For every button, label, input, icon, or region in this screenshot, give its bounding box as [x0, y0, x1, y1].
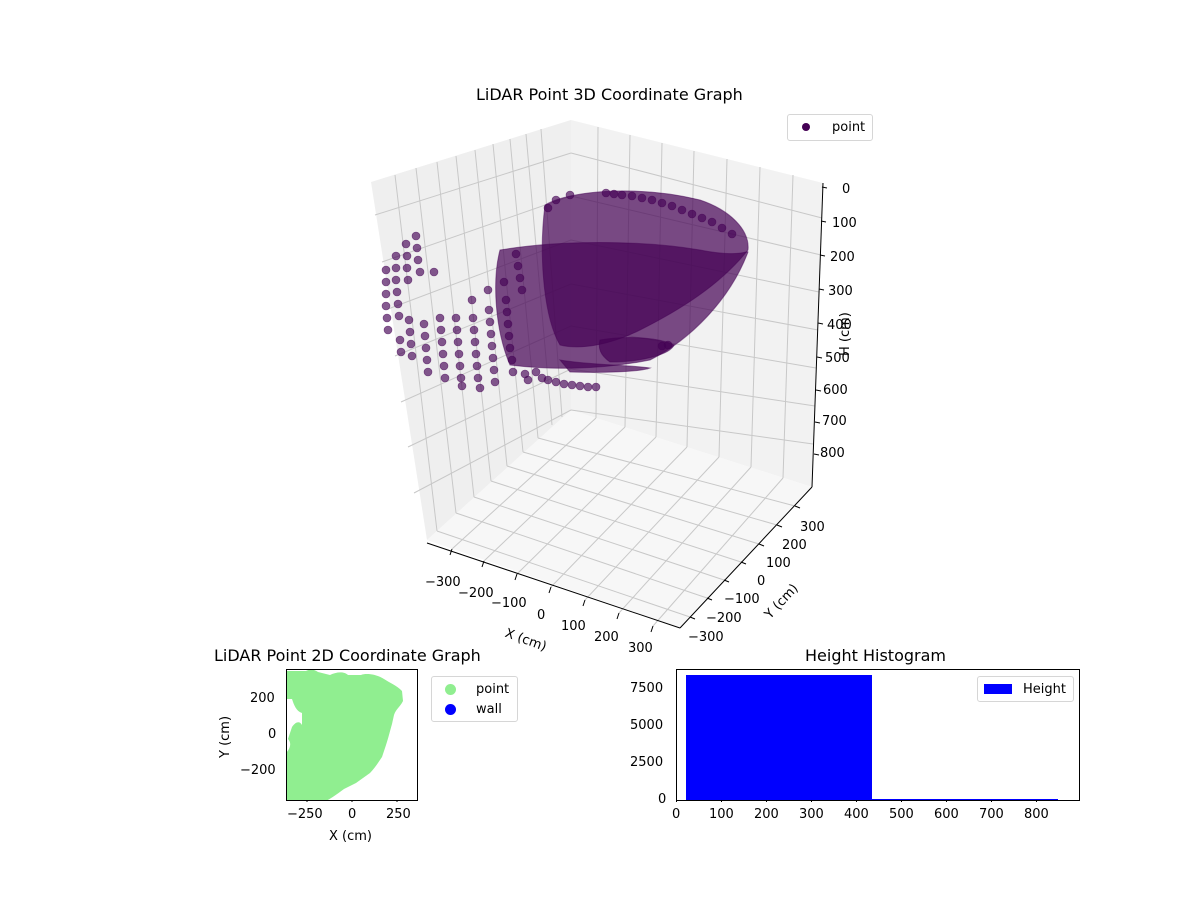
- hist-x-tick-700: 700: [979, 807, 1004, 822]
- z-tick-100: 100: [832, 216, 857, 231]
- hist-x-tick-600: 600: [934, 807, 959, 822]
- legend-3d-label: point: [832, 119, 866, 135]
- y-axis-label-2d: Y (cm): [218, 715, 233, 758]
- hist-y-tick-7500: 7500: [630, 681, 664, 696]
- z-tick-200: 200: [830, 250, 855, 265]
- hist-x-tick-500: 500: [889, 807, 914, 822]
- hist-x-tick-300: 300: [799, 807, 824, 822]
- x-tick-m100: −100: [491, 596, 527, 611]
- y-tick-m300: −300: [688, 630, 724, 645]
- hist-x-tick-100: 100: [709, 807, 734, 822]
- hist-y-tick-2500: 2500: [630, 755, 664, 770]
- hist-y-tick-5000: 5000: [630, 718, 664, 733]
- y-tick-200: 200: [782, 538, 807, 553]
- legend-histogram-label: Height: [1023, 681, 1066, 697]
- legend-2d: point wall: [431, 676, 518, 722]
- x-tick-0: 0: [537, 608, 546, 623]
- x2d-tick-250: 250: [386, 807, 411, 822]
- hist-x-tick-0: 0: [672, 807, 681, 822]
- x-tick-m300: −300: [425, 575, 461, 590]
- y-tick-m200: −200: [706, 611, 742, 626]
- y2d-tick-0: 0: [268, 727, 277, 742]
- z-tick-600: 600: [823, 383, 848, 398]
- z-tick-500: 500: [825, 351, 850, 366]
- y-tick-300: 300: [800, 520, 825, 535]
- x2d-tick-0: 0: [348, 807, 357, 822]
- histogram-bar-2: [872, 799, 1058, 801]
- legend-2d-point-label: point: [476, 681, 510, 697]
- legend-3d: point: [787, 114, 873, 141]
- title-histogram: Height Histogram: [805, 646, 946, 665]
- legend-point-marker-icon: [802, 123, 810, 131]
- x-tick-200: 200: [594, 630, 619, 645]
- z-tick-0: 0: [842, 182, 851, 197]
- x-tick-100: 100: [561, 619, 586, 634]
- z-tick-400: 400: [827, 318, 852, 333]
- x-axis-label-2d: X (cm): [329, 829, 372, 844]
- hist-y-tick-0: 0: [658, 792, 667, 807]
- z-tick-800: 800: [820, 446, 845, 461]
- y-tick-m100: −100: [724, 592, 760, 607]
- z-axis-label: H (cm): [838, 312, 853, 356]
- hist-x-tick-800: 800: [1024, 807, 1049, 822]
- title-2d: LiDAR Point 2D Coordinate Graph: [214, 646, 481, 665]
- scatter-2d-points: [286, 669, 403, 801]
- title-3d: LiDAR Point 3D Coordinate Graph: [476, 85, 743, 104]
- z-tick-700: 700: [822, 414, 847, 429]
- x-tick-300: 300: [628, 641, 653, 656]
- legend-wall-marker-icon: [445, 703, 456, 715]
- y-tick-0: 0: [757, 574, 766, 589]
- legend-histogram: Height: [977, 676, 1074, 702]
- hist-x-tick-200: 200: [754, 807, 779, 822]
- hist-x-tick-400: 400: [844, 807, 869, 822]
- legend-height-swatch-icon: [984, 684, 1012, 694]
- histogram-bar-1: [686, 675, 872, 800]
- x-tick-m200: −200: [458, 586, 494, 601]
- plot-2d: [286, 669, 418, 802]
- legend-point-marker-icon: [445, 683, 456, 695]
- point-cloud-3d: [495, 190, 749, 373]
- y-tick-100: 100: [766, 556, 791, 571]
- z-tick-300: 300: [828, 284, 853, 299]
- legend-2d-wall-label: wall: [476, 701, 502, 717]
- y2d-tick-m200: −200: [240, 763, 276, 778]
- y2d-tick-200: 200: [250, 691, 275, 706]
- x2d-tick-m250: −250: [287, 807, 323, 822]
- point-cloud-3d-dots: [381, 188, 737, 393]
